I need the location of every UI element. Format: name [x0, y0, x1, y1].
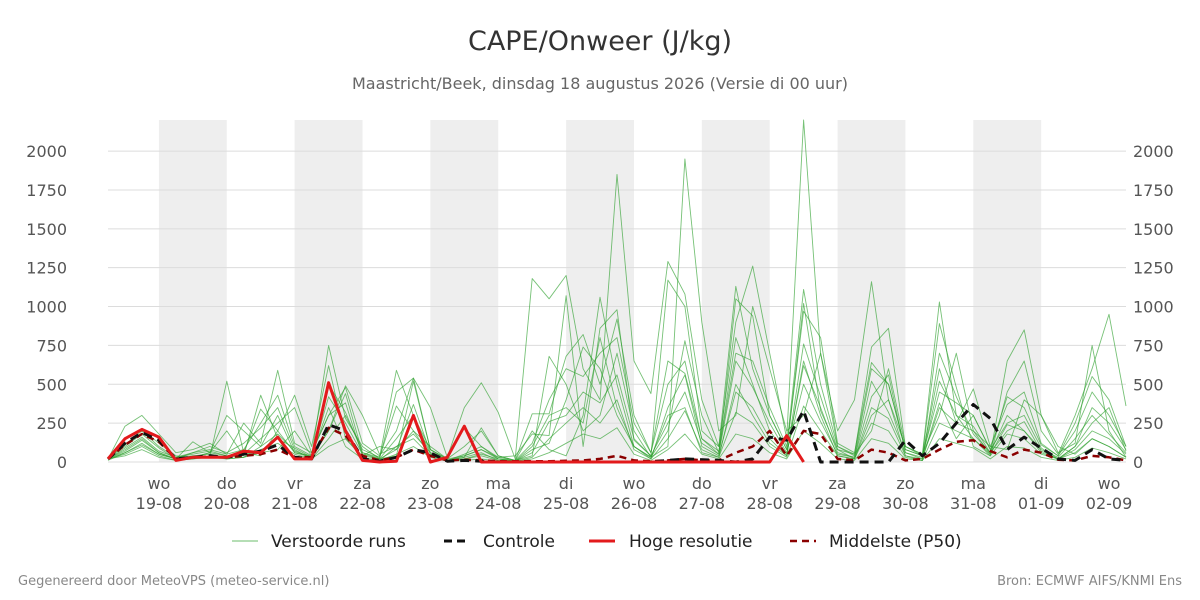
- x-tick-date-13: 01-09: [1018, 494, 1065, 513]
- y-axis-right: 0 250 500 750 1000 1250 1500 1750 2000: [1133, 142, 1174, 472]
- legend-label-ensemble: Verstoorde runs: [271, 532, 406, 552]
- x-tick-day-1: do: [217, 474, 237, 493]
- x-tick-date-7: 26-08: [611, 494, 658, 513]
- y-tick-left-500: 500: [36, 375, 67, 394]
- x-tick-day-7: wo: [623, 474, 646, 493]
- x-tick-day-6: di: [559, 474, 574, 493]
- ensemble-line-5: [107, 343, 1127, 462]
- y-tick-right-2000: 2000: [1133, 142, 1174, 161]
- x-tick-date-14: 02-09: [1086, 494, 1133, 513]
- x-tick-day-3: za: [353, 474, 371, 493]
- x-tick-date-0: 19-08: [136, 494, 183, 513]
- y-tick-left-250: 250: [36, 414, 67, 433]
- x-tick-day-2: vr: [287, 474, 303, 493]
- x-tick-day-14: wo: [1098, 474, 1121, 493]
- x-tick-date-9: 28-08: [746, 494, 793, 513]
- x-tick-day-9: vr: [762, 474, 778, 493]
- x-tick-date-11: 30-08: [882, 494, 929, 513]
- x-tick-date-3: 22-08: [339, 494, 386, 513]
- x-tick-date-8: 27-08: [679, 494, 726, 513]
- legend: Verstoorde runs Controle Hoge resolutie …: [232, 532, 962, 552]
- day-bands: [158, 120, 1042, 462]
- x-tick-date-4: 23-08: [407, 494, 454, 513]
- x-tick-date-6: 25-08: [543, 494, 590, 513]
- main-series: [106, 381, 1127, 464]
- day-band-6: [973, 120, 1042, 462]
- ensemble-line-4: [107, 337, 1127, 461]
- x-tick-date-12: 31-08: [950, 494, 997, 513]
- ensemble-line-6: [107, 360, 1127, 462]
- day-band-4: [701, 120, 770, 462]
- y-tick-left-1500: 1500: [26, 220, 67, 239]
- y-tick-right-1750: 1750: [1133, 181, 1174, 200]
- x-tick-date-5: 24-08: [475, 494, 522, 513]
- footer-source: Bron: ECMWF AIFS/KNMI Ens: [997, 574, 1182, 589]
- chart-title: CAPE/Onweer (J/kg): [468, 26, 732, 57]
- y-tick-right-1250: 1250: [1133, 259, 1174, 278]
- x-tick-day-10: za: [828, 474, 846, 493]
- y-tick-right-500: 500: [1133, 375, 1164, 394]
- y-tick-right-250: 250: [1133, 414, 1164, 433]
- day-band-0: [158, 120, 227, 462]
- y-tick-left-750: 750: [36, 336, 67, 355]
- x-tick-day-5: ma: [486, 474, 511, 493]
- ensemble-line-7: [107, 399, 1127, 462]
- legend-label-median: Middelste (P50): [829, 532, 962, 552]
- y-tick-right-750: 750: [1133, 336, 1164, 355]
- x-axis: wo19-08do20-08vr21-08za22-08zo23-08ma24-…: [136, 474, 1133, 513]
- chart-subtitle: Maastricht/Beek, dinsdag 18 augustus 202…: [352, 74, 848, 93]
- x-tick-date-10: 29-08: [814, 494, 861, 513]
- x-tick-day-12: ma: [961, 474, 986, 493]
- y-tick-left-0: 0: [57, 453, 67, 472]
- ensemble-line-9: [107, 288, 1127, 461]
- footer-generator: Gegenereerd door MeteoVPS (meteo-service…: [18, 574, 329, 589]
- y-tick-left-1250: 1250: [26, 259, 67, 278]
- x-tick-date-2: 21-08: [271, 494, 318, 513]
- legend-label-control: Controle: [483, 532, 555, 552]
- x-tick-date-1: 20-08: [204, 494, 251, 513]
- y-tick-left-2000: 2000: [26, 142, 67, 161]
- y-tick-left-1750: 1750: [26, 181, 67, 200]
- x-tick-day-4: zo: [421, 474, 439, 493]
- day-band-2: [430, 120, 499, 462]
- x-tick-day-11: zo: [896, 474, 914, 493]
- y-tick-left-1000: 1000: [26, 298, 67, 317]
- series-line-middelste-p50: [107, 426, 1127, 463]
- x-tick-day-0: wo: [147, 474, 170, 493]
- ensemble-line-8: [107, 427, 1127, 462]
- ensemble-line-0: [107, 158, 1127, 461]
- x-tick-day-8: do: [692, 474, 712, 493]
- x-tick-day-13: di: [1034, 474, 1049, 493]
- y-tick-right-0: 0: [1133, 453, 1143, 472]
- legend-label-hires: Hoge resolutie: [629, 532, 753, 552]
- y-tick-right-1500: 1500: [1133, 220, 1174, 239]
- series-line-hoge-resolutie: [106, 381, 805, 464]
- y-axis-left: 0 250 500 750 1000 1250 1500 1750 2000: [26, 142, 67, 472]
- y-tick-right-1000: 1000: [1133, 298, 1174, 317]
